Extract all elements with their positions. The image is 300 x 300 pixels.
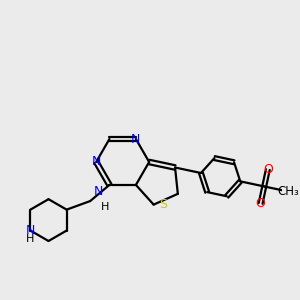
Text: N: N — [92, 155, 101, 169]
Text: S: S — [159, 198, 167, 211]
Text: O: O — [263, 163, 273, 176]
Text: N: N — [131, 133, 141, 146]
Text: N: N — [26, 224, 35, 237]
Text: N: N — [94, 185, 103, 198]
Text: H: H — [26, 235, 34, 244]
Text: CH₃: CH₃ — [278, 185, 299, 198]
Text: H: H — [101, 202, 109, 212]
Text: O: O — [256, 197, 266, 210]
